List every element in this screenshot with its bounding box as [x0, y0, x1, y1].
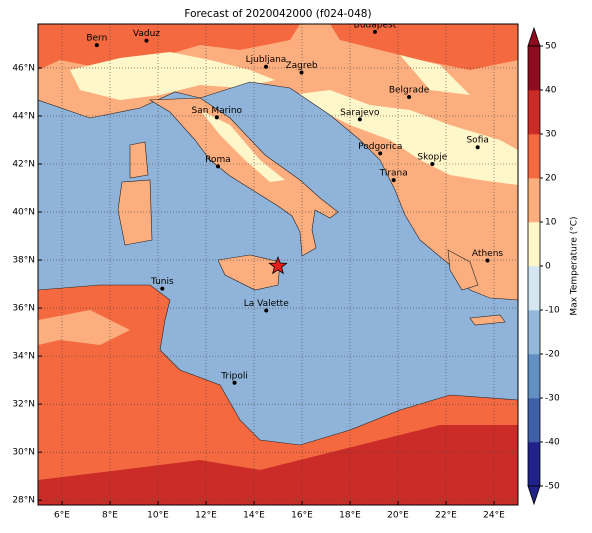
city-dot: [94, 43, 99, 48]
city-label: La Valette: [244, 299, 289, 309]
city-label: Zagreb: [285, 61, 317, 71]
city-label: Budapest: [354, 20, 397, 30]
colorbar-tick-label: 30: [545, 130, 557, 140]
y-tick-label: 44°N: [12, 111, 35, 121]
sicily: [217, 254, 281, 291]
city-label: Vaduz: [133, 29, 160, 39]
y-tick-label: 34°N: [12, 352, 35, 362]
x-tick-label: 6°E: [54, 511, 70, 521]
colorbar-tick-label: 20: [545, 174, 557, 184]
x-tick-label: 18°E: [339, 511, 361, 521]
cool-zone: [400, 55, 470, 95]
colorbar-band: [528, 354, 540, 399]
crete: [469, 314, 506, 326]
city-label: Skopje: [417, 153, 447, 163]
city-dot: [357, 117, 362, 122]
x-tick-label: 22°E: [435, 511, 457, 521]
x-tick-label: 8°E: [102, 511, 118, 521]
colorbar-tick-label: -30: [545, 394, 560, 404]
colorbar-band: [528, 310, 540, 355]
city-dot: [264, 64, 268, 69]
city-label: Athens: [472, 249, 503, 259]
city-label: Sarajevo: [340, 108, 380, 118]
colorbar-band: [528, 134, 540, 179]
colorbar-band: [528, 222, 540, 267]
axes: 6°E 8°E 10°E 12°E 14°E 16°E 18°E 20°E 22°E 24°E 28…: [12, 63, 505, 520]
city-dot: [299, 70, 304, 75]
y-tick-label: 36°N: [12, 304, 35, 314]
x-tick-label: 14°E: [243, 511, 265, 521]
city-label: Roma: [205, 155, 231, 165]
city-dot: [475, 145, 480, 150]
city-dot: [391, 178, 396, 183]
city-dot: [430, 162, 435, 167]
city-label: Tunis: [150, 277, 174, 287]
city-dot: [214, 115, 219, 120]
colorbar-band: [528, 178, 540, 223]
city-label: Tirana: [379, 169, 408, 179]
map-frame: [37, 23, 519, 506]
graticule: [38, 24, 518, 505]
colorbar-label: Max Temperature (°C): [570, 216, 580, 315]
city-label: Bern: [86, 34, 107, 44]
colorbar-tick-label: -10: [545, 306, 560, 316]
colorbar-tick-label: -20: [545, 350, 560, 360]
colorbar-band: [528, 46, 540, 91]
city-dot: [407, 95, 412, 100]
y-tick-label: 28°N: [12, 496, 35, 506]
colorbar-tick-label: 0: [545, 262, 551, 272]
city-dot: [372, 29, 377, 34]
colorbar-tick-label: -40: [545, 438, 560, 448]
colorbar: -50 -40 -30 -20 -10 0 10 20 30 40 50: [527, 26, 560, 506]
city-label: Tripoli: [220, 371, 248, 381]
x-tick-label: 16°E: [291, 511, 313, 521]
map-title: Forecast of 2020042000 (f024-048): [184, 8, 371, 20]
y-tick-label: 46°N: [12, 63, 35, 73]
coastal-zone: [38, 310, 130, 345]
location-marker: [268, 255, 288, 275]
city-dot: [264, 308, 269, 313]
city-dot: [160, 286, 165, 291]
city-label: Ljubljana: [246, 55, 287, 65]
warm-zone: [330, 24, 518, 70]
y-tick-label: 42°N: [12, 160, 35, 170]
cool-zone: [70, 52, 275, 100]
city-dot: [144, 38, 149, 43]
city-label: Sofia: [466, 136, 488, 146]
colorbar-band: [528, 266, 540, 311]
x-tick-label: 20°E: [387, 511, 409, 521]
city-dot: [216, 164, 220, 169]
colorbar-tick-label: -50: [545, 482, 560, 492]
x-tick-label: 12°E: [195, 511, 217, 521]
city-dot: [232, 380, 237, 385]
x-tick-label: 24°E: [483, 511, 505, 521]
colorbar-extend-bottom: [527, 485, 541, 506]
colorbar-band: [528, 442, 540, 487]
colorbar-extend-top: [527, 26, 541, 47]
cool-zone: [290, 90, 518, 185]
colorbar-band: [528, 90, 540, 135]
city-label: Podgorica: [358, 142, 402, 152]
y-tick-label: 40°N: [12, 208, 35, 218]
city-dot: [378, 151, 383, 156]
colorbar-band: [528, 398, 540, 443]
x-tick-label: 10°E: [147, 511, 169, 521]
colorbar-tick-label: 40: [545, 86, 557, 96]
corsica: [129, 141, 149, 179]
warm-zone: [38, 24, 300, 70]
y-tick-label: 38°N: [12, 256, 35, 266]
city-label: Belgrade: [389, 86, 430, 96]
city-dot: [485, 258, 490, 263]
y-tick-label: 32°N: [12, 400, 35, 410]
city-label: San Marino: [192, 106, 243, 116]
colorbar-tick-label: 50: [545, 42, 557, 52]
sardinia: [117, 179, 153, 246]
colorbar-tick-label: 10: [545, 218, 557, 228]
y-tick-label: 30°N: [12, 448, 35, 458]
